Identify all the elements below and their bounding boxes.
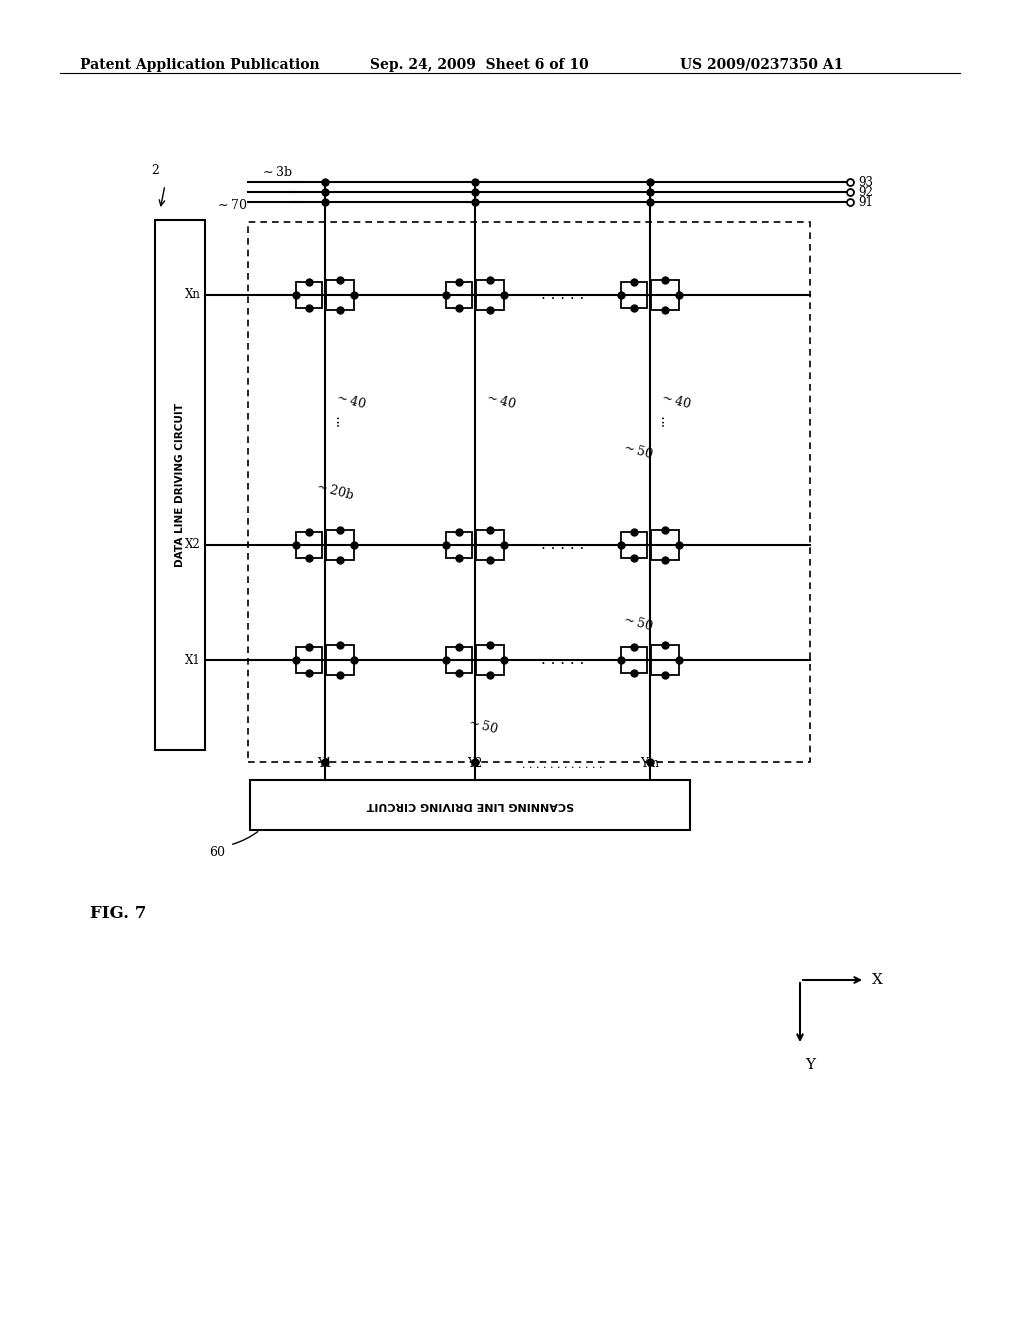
Text: US 2009/0237350 A1: US 2009/0237350 A1 (680, 58, 844, 73)
Text: 2: 2 (152, 164, 159, 177)
Text: SCANNING LINE DRIVING CIRCUIT: SCANNING LINE DRIVING CIRCUIT (367, 800, 573, 810)
Text: 60: 60 (209, 846, 225, 858)
Text: Y: Y (805, 1059, 815, 1072)
Text: $\sim$3b: $\sim$3b (260, 165, 293, 180)
Bar (248, 222, 810, 762)
Bar (296, 647, 322, 673)
Bar (296, 282, 322, 308)
Text: 91: 91 (858, 197, 872, 210)
Text: Patent Application Publication: Patent Application Publication (80, 58, 319, 73)
Text: $\sim$20b: $\sim$20b (313, 478, 356, 502)
Text: . . . . .: . . . . . (541, 288, 584, 302)
Bar (621, 282, 647, 308)
Text: . . . . .: . . . . . (541, 539, 584, 552)
Bar (621, 532, 647, 558)
Text: Y1: Y1 (317, 756, 333, 770)
Text: 93: 93 (858, 177, 873, 190)
Bar (651, 531, 679, 560)
Text: $\sim$40: $\sim$40 (658, 389, 693, 411)
Text: Xn: Xn (185, 289, 201, 301)
Text: X2: X2 (185, 539, 201, 552)
Text: $\sim$50: $\sim$50 (620, 611, 655, 634)
Bar (250, 780, 690, 830)
Text: ...: ... (328, 413, 342, 426)
Text: Sep. 24, 2009  Sheet 6 of 10: Sep. 24, 2009 Sheet 6 of 10 (370, 58, 589, 73)
Bar (621, 647, 647, 673)
Bar (446, 532, 472, 558)
Text: $\sim$50: $\sim$50 (620, 440, 655, 461)
Text: Ym: Ym (640, 756, 659, 770)
Text: . . . . .: . . . . . (541, 653, 584, 667)
Bar (651, 645, 679, 675)
Text: X: X (872, 973, 883, 987)
Text: $\sim$50: $\sim$50 (465, 714, 500, 737)
Text: $\sim$70: $\sim$70 (215, 198, 248, 213)
Bar (651, 280, 679, 310)
Bar (446, 647, 472, 673)
Text: $\sim$40: $\sim$40 (483, 389, 518, 411)
Text: X1: X1 (185, 653, 201, 667)
Text: Y2: Y2 (467, 756, 482, 770)
Bar (326, 645, 354, 675)
Bar (476, 531, 504, 560)
Bar (446, 282, 472, 308)
Bar (296, 532, 322, 558)
Text: $\sim$40: $\sim$40 (333, 389, 368, 411)
Text: DATA LINE DRIVING CIRCUIT: DATA LINE DRIVING CIRCUIT (175, 403, 185, 568)
Bar (476, 645, 504, 675)
Bar (326, 280, 354, 310)
Text: FIG. 7: FIG. 7 (90, 906, 146, 921)
Bar (476, 280, 504, 310)
Text: 92: 92 (858, 186, 872, 199)
Bar (326, 531, 354, 560)
Text: . . . . . . . . . . . .: . . . . . . . . . . . . (522, 760, 603, 770)
Text: ...: ... (653, 413, 667, 426)
Bar (155, 220, 205, 750)
